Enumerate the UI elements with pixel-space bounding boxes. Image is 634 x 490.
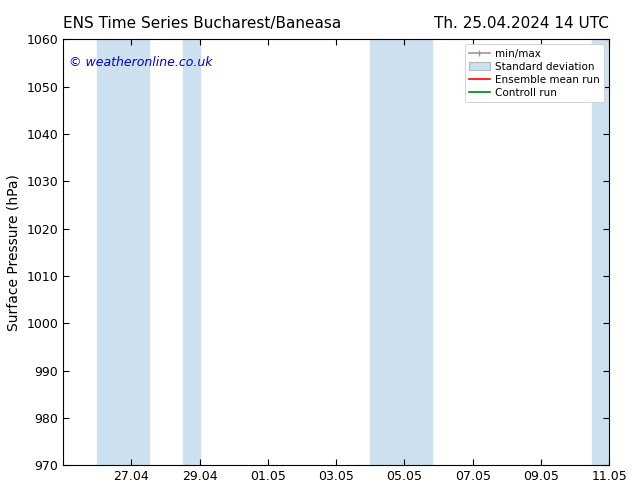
Bar (183, 39, 200, 465)
Bar (98, 39, 148, 465)
Y-axis label: Surface Pressure (hPa): Surface Pressure (hPa) (7, 174, 21, 331)
Bar (592, 39, 609, 465)
Bar (370, 39, 432, 465)
Text: © weatheronline.co.uk: © weatheronline.co.uk (68, 56, 212, 69)
Text: ENS Time Series Bucharest/Baneasa: ENS Time Series Bucharest/Baneasa (63, 16, 342, 31)
Legend: min/max, Standard deviation, Ensemble mean run, Controll run: min/max, Standard deviation, Ensemble me… (465, 45, 604, 102)
Text: Th. 25.04.2024 14 UTC: Th. 25.04.2024 14 UTC (434, 16, 609, 31)
